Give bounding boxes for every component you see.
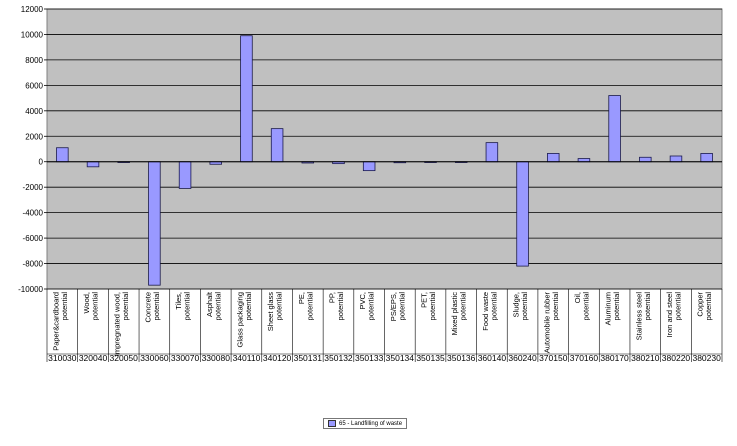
- x-axis-category-labels: Paper&cardboardpotential Wood,potential Im…: [46, 289, 723, 362]
- bar: [148, 161, 161, 286]
- y-tick-label: 0: [39, 158, 44, 167]
- category-label: Food wastepotential: [481, 292, 499, 331]
- y-axis-ticks: 12000 10000 8000 6000 4000 2000 0 -2000 -4000 -60…: [18, 5, 47, 294]
- y-tick-label: 8000: [25, 56, 43, 65]
- legend-label: 65 - Landfilling of waste: [339, 420, 403, 427]
- category-label: Aluminumpotential: [604, 292, 622, 326]
- bar: [639, 156, 652, 163]
- legend-swatch: [328, 420, 336, 427]
- code-label: 340110: [233, 353, 261, 363]
- category-label: Oil,potential: [573, 292, 591, 321]
- y-tick-label: 4000: [25, 107, 43, 116]
- y-tick-label: -2000: [23, 183, 44, 192]
- category-label: Paper&cardboardpotential: [51, 292, 69, 351]
- category-label: Stainless steelpotential: [634, 292, 652, 341]
- code-label: 350133: [355, 353, 384, 363]
- bar: [240, 35, 253, 163]
- code-label: 380170: [600, 353, 629, 363]
- code-label: 310030: [48, 353, 77, 363]
- code-label: 380220: [662, 353, 691, 363]
- category-label: PE,potential: [297, 292, 315, 321]
- bar: [700, 153, 713, 163]
- code-label: 330060: [140, 353, 169, 363]
- bar: [608, 95, 621, 163]
- category-label: Concretepotential: [143, 292, 161, 323]
- category-label: Sheet glasspotential: [266, 292, 284, 332]
- y-tick-label: 2000: [25, 132, 43, 141]
- bar: [178, 161, 192, 189]
- code-label: 380210: [631, 353, 660, 363]
- bar: [56, 147, 69, 163]
- code-label: 380230: [692, 353, 721, 363]
- bar: [485, 142, 499, 163]
- category-label: Wood,potential: [82, 292, 100, 321]
- category-label: Automobile rubberpotential: [542, 292, 560, 354]
- category-label: Sludge,potential: [512, 292, 530, 321]
- code-label: 330070: [171, 353, 200, 363]
- code-label: 360140: [478, 353, 507, 363]
- bar: [270, 128, 284, 163]
- code-label: 350132: [324, 353, 353, 363]
- category-label: Iron and steelpotential: [665, 292, 683, 338]
- category-label: PP,potential: [327, 292, 345, 321]
- code-label: 350135: [416, 353, 445, 363]
- code-label: 350131: [294, 353, 323, 363]
- bar: [362, 161, 376, 172]
- code-label: 320050: [110, 353, 139, 363]
- code-label: 360240: [508, 353, 537, 363]
- category-label: Tiles,potential: [174, 292, 192, 321]
- category-label: PVC,potential: [358, 292, 376, 321]
- bar: [516, 161, 529, 267]
- code-label: 350134: [386, 353, 415, 363]
- code-label: 350136: [447, 353, 476, 363]
- y-tick-label: 12000: [21, 5, 44, 14]
- y-tick-label: -4000: [23, 209, 44, 218]
- code-label: 370150: [539, 353, 568, 363]
- y-tick-label: -10000: [18, 285, 43, 294]
- code-label: 340120: [263, 353, 292, 363]
- bar: [86, 161, 100, 168]
- category-label: Copperpotential: [696, 292, 714, 321]
- y-tick-label: 10000: [21, 30, 44, 39]
- category-label: PS/EPS,potential: [389, 292, 407, 322]
- bars: [47, 35, 722, 286]
- code-label: 320040: [79, 353, 108, 363]
- legend: 65 - Landfilling of waste: [323, 418, 408, 429]
- y-tick-label: 6000: [25, 81, 43, 90]
- category-label: PET,potential: [420, 292, 438, 321]
- category-label: Glass packagingpotential: [235, 292, 253, 348]
- bar: [547, 153, 560, 163]
- category-label: Asphaltpotential: [205, 291, 223, 320]
- y-tick-label: -8000: [23, 260, 44, 269]
- x-axis-code-labels: 310030 320040 320050 330060 330070 330080 3401…: [48, 353, 721, 363]
- code-label: 370160: [570, 353, 599, 363]
- code-label: 330080: [202, 353, 231, 363]
- category-label: Mixed plasticpotential: [450, 292, 468, 336]
- category-label: Impregnated wood,potential: [113, 292, 131, 357]
- bar: [669, 155, 683, 163]
- y-tick-label: -6000: [23, 234, 44, 243]
